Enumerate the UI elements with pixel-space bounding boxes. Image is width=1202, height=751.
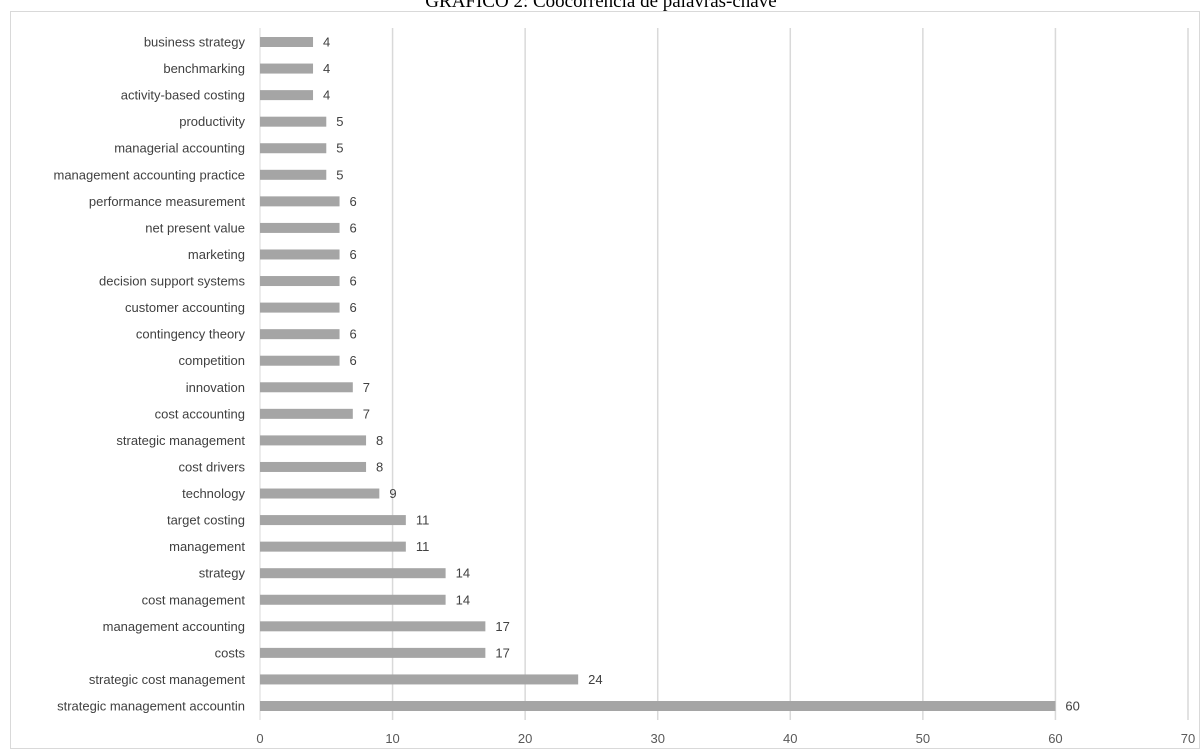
category-label: strategic cost management [89, 672, 245, 687]
value-label: 6 [350, 194, 357, 209]
bar [260, 594, 446, 605]
bar [260, 196, 340, 207]
bar [260, 355, 340, 366]
category-label: management accounting [103, 619, 245, 634]
bar [260, 382, 353, 393]
category-label: cost drivers [179, 459, 246, 474]
value-label: 60 [1065, 699, 1079, 714]
gridlines [259, 28, 1189, 720]
bar [260, 329, 340, 340]
bar [260, 515, 406, 526]
value-label: 9 [389, 486, 396, 501]
chart-frame [10, 11, 1200, 749]
category-label: technology [182, 486, 245, 501]
category-label: business strategy [144, 35, 246, 50]
category-label: target costing [167, 513, 245, 528]
category-label: strategic management accountin [57, 699, 245, 714]
value-label: 5 [336, 141, 343, 156]
x-tick-label: 0 [256, 731, 263, 746]
bar [260, 621, 486, 632]
bar [260, 302, 340, 313]
category-label: marketing [188, 247, 245, 262]
x-tick-label: 20 [518, 731, 532, 746]
bar [260, 276, 340, 287]
x-tick-label: 60 [1048, 731, 1062, 746]
value-label: 5 [336, 167, 343, 182]
category-label: strategy [199, 566, 246, 581]
bar [260, 116, 327, 127]
value-label: 8 [376, 433, 383, 448]
bar [260, 488, 380, 499]
bar [260, 541, 406, 552]
bar [260, 647, 486, 658]
bar [260, 435, 367, 446]
value-label: 6 [350, 247, 357, 262]
bar [260, 568, 446, 579]
value-label: 17 [495, 619, 509, 634]
bar [260, 701, 1056, 711]
category-label: contingency theory [136, 327, 246, 342]
category-label: performance measurement [89, 194, 245, 209]
bar [260, 674, 579, 685]
x-tick-label: 10 [385, 731, 399, 746]
value-label: 5 [336, 114, 343, 129]
bar [260, 461, 367, 472]
category-label: customer accounting [125, 300, 245, 315]
bar [260, 249, 340, 260]
bar [260, 143, 327, 154]
category-label: benchmarking [163, 61, 245, 76]
value-label: 7 [363, 406, 370, 421]
category-label: strategic management [116, 433, 245, 448]
category-label: cost accounting [155, 406, 245, 421]
x-tick-label: 50 [916, 731, 930, 746]
value-label: 8 [376, 459, 383, 474]
category-label: productivity [179, 114, 245, 129]
value-label: 11 [416, 539, 430, 554]
chart-title: GRÁFICO 2: Coocorrência de palavras-chav… [425, 0, 777, 12]
bar [260, 37, 314, 47]
value-label: 7 [363, 380, 370, 395]
category-label: management accounting practice [53, 167, 245, 182]
category-label: net present value [145, 220, 245, 235]
x-tick-label: 70 [1181, 731, 1195, 746]
category-label: cost management [142, 592, 246, 607]
value-label: 17 [495, 645, 509, 660]
value-label: 6 [350, 327, 357, 342]
value-label: 14 [456, 566, 470, 581]
value-label: 11 [416, 513, 430, 528]
value-label: 4 [323, 61, 330, 76]
bar [260, 222, 340, 233]
value-label: 24 [588, 672, 602, 687]
value-label: 6 [350, 220, 357, 235]
category-label: activity-based costing [121, 88, 245, 103]
bars [260, 37, 1056, 711]
bar [260, 169, 327, 180]
category-label: competition [179, 353, 245, 368]
bar [260, 63, 314, 74]
value-label: 4 [323, 35, 330, 50]
category-label: costs [215, 645, 246, 660]
category-label: management [169, 539, 245, 554]
category-label: managerial accounting [114, 141, 245, 156]
value-label: 6 [350, 274, 357, 289]
category-label: decision support systems [99, 274, 245, 289]
bar [260, 408, 353, 419]
bar [260, 90, 314, 101]
x-tick-label: 30 [650, 731, 664, 746]
x-tick-label: 40 [783, 731, 797, 746]
value-label: 14 [456, 592, 470, 607]
labels: 0 10 20 30 40 50 60 70 business strategy 4 benchma… [53, 35, 1195, 747]
value-label: 4 [323, 88, 330, 103]
value-label: 6 [350, 353, 357, 368]
category-label: innovation [186, 380, 245, 395]
value-label: 6 [350, 300, 357, 315]
